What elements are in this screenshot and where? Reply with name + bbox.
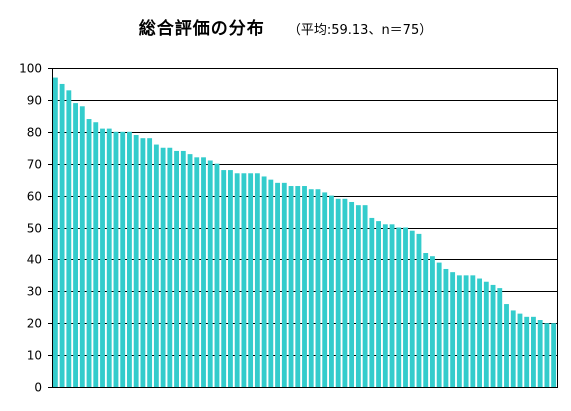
bar <box>228 170 233 387</box>
bar <box>450 272 456 387</box>
bar <box>93 122 99 387</box>
bar <box>470 275 476 387</box>
bar <box>551 323 557 387</box>
bar <box>396 227 402 387</box>
y-tick-label: 70 <box>27 158 42 172</box>
bar <box>86 119 92 387</box>
bar <box>147 138 153 387</box>
bar <box>133 134 139 387</box>
bar <box>174 150 179 387</box>
bar <box>430 256 435 387</box>
bar <box>295 186 301 387</box>
bar <box>127 131 132 387</box>
bar <box>106 128 112 388</box>
chart-title: 総合評価の分布 <box>138 19 265 39</box>
bar <box>443 268 449 387</box>
bar <box>261 176 267 387</box>
bar <box>113 131 119 387</box>
y-tick-label: 90 <box>27 94 42 108</box>
bar <box>201 157 206 387</box>
bar <box>100 128 105 388</box>
bar <box>120 131 126 387</box>
bar <box>335 198 341 387</box>
bar <box>456 275 462 387</box>
bar <box>342 198 348 387</box>
bar <box>369 217 375 387</box>
bar <box>234 173 240 387</box>
bar <box>510 310 516 387</box>
bar <box>207 160 213 387</box>
bar <box>537 320 543 387</box>
bar <box>315 189 321 387</box>
y-tick-label: 40 <box>27 253 42 267</box>
y-tick-label: 30 <box>27 285 42 299</box>
bar <box>531 316 536 387</box>
bar <box>524 316 530 387</box>
y-tick-label: 80 <box>27 126 42 140</box>
bar <box>248 173 254 387</box>
bar <box>214 163 220 387</box>
plot-area-border <box>52 68 558 388</box>
bar <box>544 323 550 387</box>
bar <box>483 281 489 387</box>
bar <box>241 173 247 387</box>
bar <box>275 182 280 387</box>
y-tick-label: 60 <box>27 190 42 204</box>
bar <box>288 186 294 387</box>
bar <box>221 170 227 387</box>
bar <box>409 230 415 387</box>
bar <box>167 147 173 387</box>
bar <box>281 182 287 387</box>
bar <box>73 103 78 387</box>
bar <box>349 201 355 387</box>
bar <box>140 138 146 387</box>
bar <box>490 284 496 387</box>
bar <box>376 221 381 387</box>
bar <box>194 157 200 387</box>
bar <box>180 150 186 387</box>
bar <box>362 205 368 387</box>
bar <box>463 275 469 387</box>
bar <box>153 144 159 387</box>
bar <box>355 205 361 387</box>
bar <box>382 224 388 387</box>
bar <box>268 179 274 387</box>
bar <box>160 147 166 387</box>
bar <box>302 186 307 387</box>
bar <box>187 154 193 387</box>
y-tick-label: 0 <box>34 381 42 395</box>
bar <box>254 173 260 387</box>
bar <box>52 77 58 387</box>
y-tick-label: 10 <box>27 349 42 363</box>
chart-subtitle: （平均:59.13、n＝75） <box>287 23 433 38</box>
bar <box>66 90 72 387</box>
bar <box>329 195 334 387</box>
chart-title-block: 総合評価の分布 （平均:59.13、n＝75） <box>0 14 571 39</box>
y-tick-label: 100 <box>19 62 42 76</box>
bar <box>416 233 422 387</box>
bar <box>59 83 65 387</box>
y-tick-label: 50 <box>27 222 42 236</box>
bar <box>308 189 314 387</box>
bar <box>517 313 523 387</box>
bar <box>497 288 503 387</box>
bar <box>423 253 429 387</box>
bar <box>79 106 85 387</box>
y-tick-label: 20 <box>27 317 42 331</box>
bar <box>322 192 328 387</box>
bar <box>436 262 442 387</box>
bar <box>477 278 482 387</box>
bar <box>403 227 408 387</box>
bar <box>504 304 509 387</box>
bar <box>389 224 395 387</box>
